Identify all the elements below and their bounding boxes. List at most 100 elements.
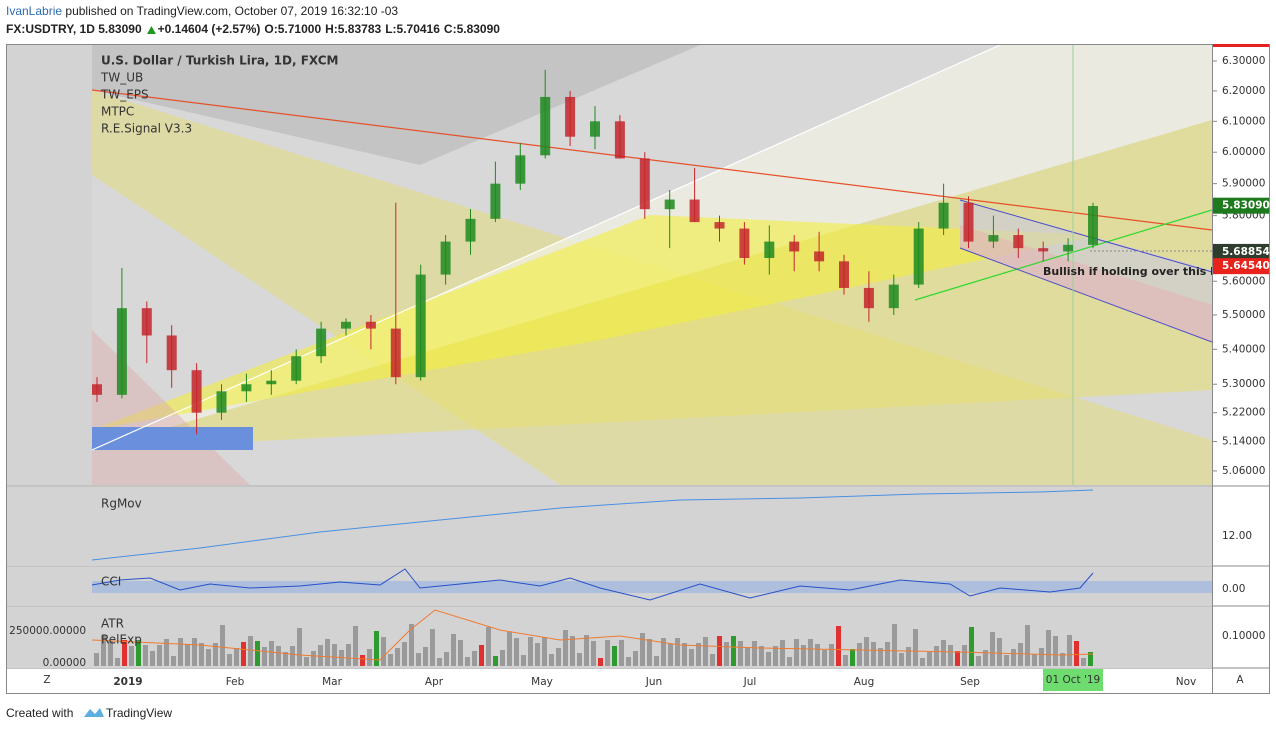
volume-bar	[227, 654, 232, 666]
volume-bar	[374, 631, 379, 666]
volume-bar	[423, 647, 428, 666]
volume-bar	[1011, 649, 1016, 666]
x-tick-label: Mar	[322, 676, 342, 688]
volume-bar	[570, 636, 575, 666]
volume-bar	[318, 645, 323, 666]
auto-button[interactable]: A	[1236, 674, 1244, 686]
candle-body	[938, 202, 949, 229]
volume-bar	[192, 638, 197, 666]
candle-body	[316, 328, 327, 357]
pane-tick: 0.00	[1222, 583, 1245, 595]
price-label: 5.68854	[1222, 246, 1270, 258]
volume-bar	[451, 634, 456, 666]
volume-bar	[906, 647, 911, 666]
volume-bar	[661, 638, 666, 666]
volume-bar	[304, 657, 309, 666]
annotation: Bullish if holding over this l	[1043, 265, 1214, 278]
candle-body	[266, 380, 277, 385]
y-tick-label: 6.10000	[1222, 115, 1265, 127]
footer-prefix: Created with	[6, 706, 73, 720]
candle-body	[440, 241, 451, 275]
volume-bar	[584, 635, 589, 666]
zoom-button[interactable]: Z	[43, 674, 50, 686]
gray-zone	[92, 45, 700, 165]
author[interactable]: IvanLabrie	[6, 4, 62, 18]
pane-label: ATR	[101, 617, 124, 631]
channel-line	[959, 247, 1212, 343]
candle-body	[963, 202, 974, 242]
candles	[92, 69, 1098, 435]
volume-bar	[367, 649, 372, 666]
volume-bar	[857, 643, 862, 666]
l-value: 5.70416	[397, 22, 441, 36]
price-label: 5.83090	[1222, 200, 1270, 212]
y-tick-label: 6.20000	[1222, 85, 1265, 97]
c-value: 5.83090	[457, 22, 501, 36]
volume-bar	[262, 647, 267, 666]
volume-bar	[115, 658, 120, 666]
volume-bar	[493, 656, 498, 666]
volume-bar	[437, 658, 442, 666]
price-label-box	[1213, 243, 1269, 260]
candle-body	[540, 96, 551, 156]
volume-bar	[668, 644, 673, 666]
volume-bar	[122, 640, 127, 666]
x-tick-label: Nov	[1176, 676, 1197, 688]
volume-bar	[948, 645, 953, 666]
volume-bar	[297, 628, 302, 666]
candle-body	[1063, 244, 1074, 252]
red-trendline	[92, 89, 1212, 231]
volume-bar	[549, 654, 554, 666]
pane-tick: 250000.00000	[9, 625, 86, 637]
volume-bar	[829, 644, 834, 666]
volume-bar	[682, 643, 687, 666]
volume-bar	[1074, 641, 1079, 666]
y-tick-label: 5.06000	[1222, 465, 1265, 477]
footer-brand[interactable]: TradingView	[106, 706, 172, 720]
candle-body	[614, 121, 625, 159]
volume-bar	[136, 640, 141, 666]
candle-body	[291, 356, 302, 381]
legend: U.S. Dollar / Turkish Lira, 1D, FXCM TW_…	[100, 54, 338, 136]
volume-bar	[241, 642, 246, 666]
volume-bar	[850, 649, 855, 666]
volume-bar	[346, 644, 351, 666]
candle-body	[415, 274, 426, 378]
volume-bar	[766, 652, 771, 666]
volume-bar	[276, 646, 281, 666]
o-label: O:	[264, 22, 277, 36]
volume-bar	[206, 649, 211, 666]
date-highlight-label: 01 Oct '19	[1046, 674, 1100, 686]
volume-bar	[997, 638, 1002, 666]
volume-bar	[514, 638, 519, 666]
volume-bar	[808, 639, 813, 666]
volume-bar	[941, 640, 946, 666]
h-label: H:	[325, 22, 338, 36]
y-tick-label: 6.30000	[1222, 55, 1265, 67]
pane-label: RgMov	[101, 497, 142, 511]
volume-bar	[710, 654, 715, 666]
candle-body	[116, 308, 127, 395]
volume-bar	[353, 626, 358, 666]
header-line: IvanLabrie published on TradingView.com,…	[6, 4, 398, 18]
volume-bar	[402, 642, 407, 666]
volume-bar	[801, 645, 806, 666]
volume-bar	[94, 653, 99, 666]
volume-bar	[101, 635, 106, 666]
volume-bar	[269, 641, 274, 666]
volume-bar	[976, 656, 981, 666]
x-tick-label: Apr	[425, 676, 444, 688]
price-bar	[1213, 44, 1269, 47]
volume-bar	[563, 630, 568, 666]
volume-bar	[535, 643, 540, 666]
volume-bar	[472, 651, 477, 666]
pane-tick: 0.10000	[1222, 630, 1265, 642]
volume-bar	[290, 646, 295, 666]
volume-bar	[381, 637, 386, 666]
y-axis: 6.300006.200006.100006.000005.900005.800…	[1212, 55, 1270, 477]
volume-bar	[283, 652, 288, 666]
volume-bar	[871, 642, 876, 666]
volume-bar	[696, 643, 701, 666]
